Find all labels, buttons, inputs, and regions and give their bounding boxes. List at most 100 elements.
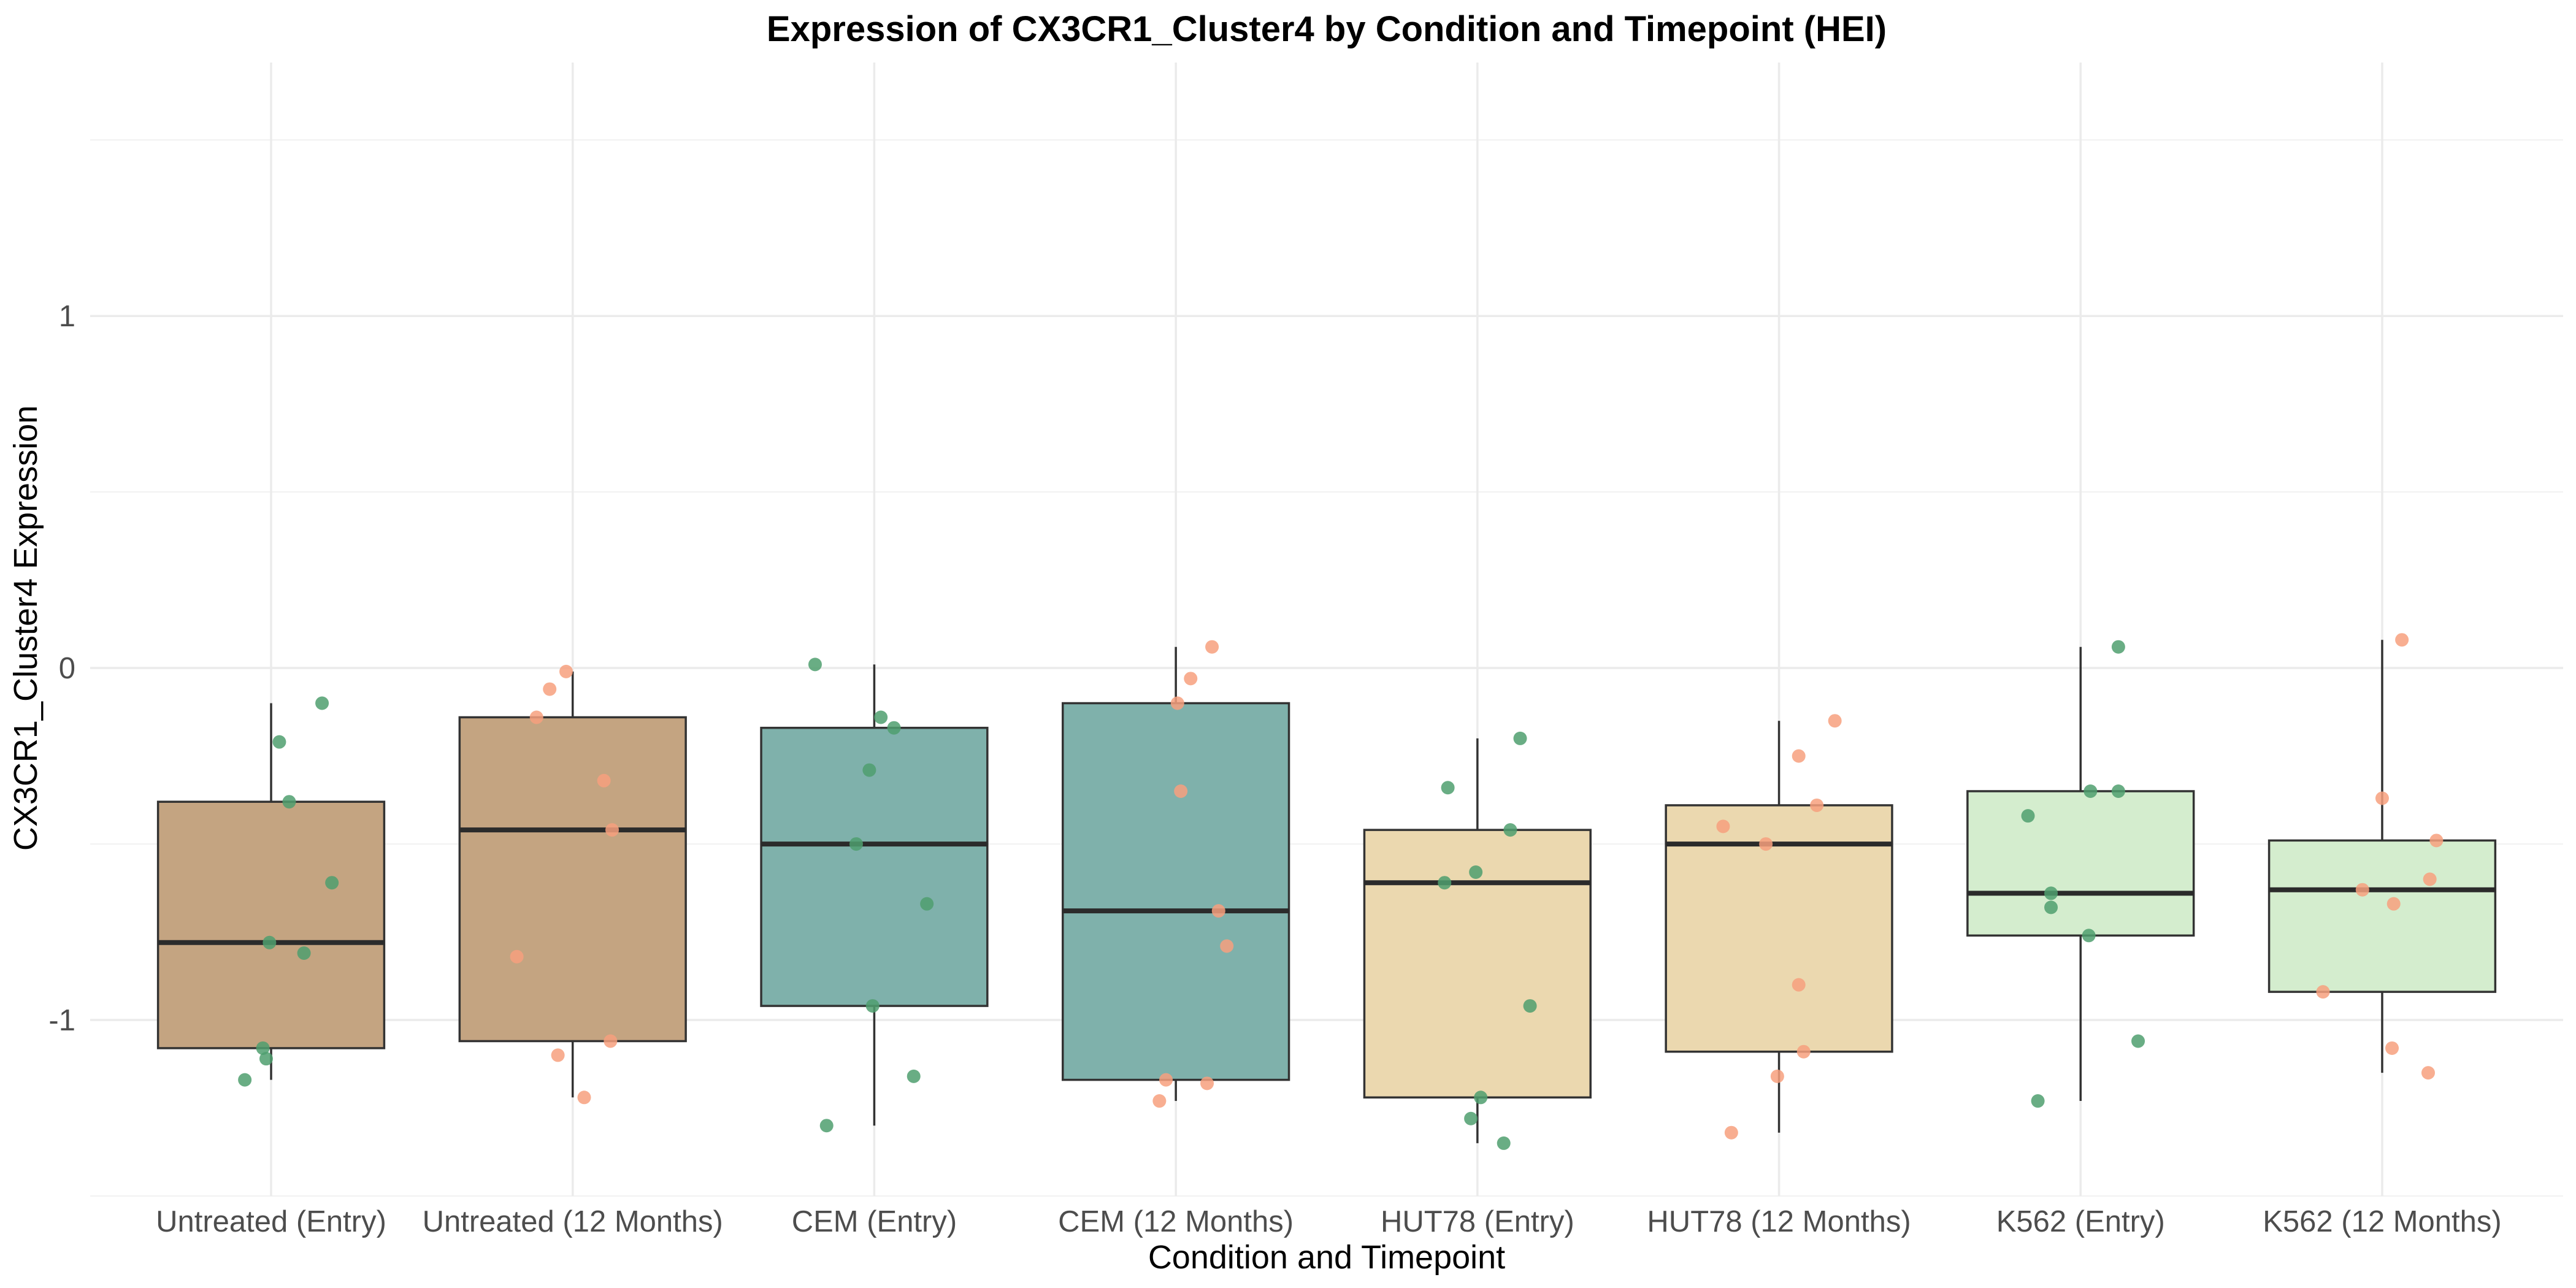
data-point xyxy=(256,1041,270,1055)
data-point xyxy=(1796,1045,1811,1059)
data-point xyxy=(1441,781,1455,795)
data-point xyxy=(1716,819,1730,834)
data-point xyxy=(1513,731,1527,745)
data-point xyxy=(920,897,934,911)
data-point xyxy=(1497,1136,1511,1150)
data-point xyxy=(2044,900,2058,914)
data-point xyxy=(551,1048,565,1062)
data-point xyxy=(2385,1041,2399,1055)
data-point xyxy=(297,946,311,960)
y-axis-title: CX3CR1_Cluster4 Expression xyxy=(7,405,44,851)
x-tick-label: Untreated (Entry) xyxy=(156,1205,386,1238)
data-point xyxy=(808,657,822,672)
points-layer xyxy=(238,633,2444,1150)
box-2 xyxy=(458,671,687,1098)
box-4 xyxy=(1062,646,1290,1102)
data-point xyxy=(1159,1073,1173,1087)
data-point xyxy=(2044,886,2058,900)
y-axis-tick-labels: -1 0 1 xyxy=(48,300,75,1037)
data-point xyxy=(849,837,863,851)
data-point xyxy=(1438,876,1452,890)
data-point xyxy=(2083,784,2098,798)
data-point xyxy=(1503,823,1517,837)
x-tick-label: CEM (12 Months) xyxy=(1058,1205,1294,1238)
x-tick-label: K562 (12 Months) xyxy=(2263,1205,2502,1238)
box-body xyxy=(1062,702,1290,1081)
data-point xyxy=(819,1119,834,1133)
y-tick-label: -1 xyxy=(48,1004,75,1037)
data-point xyxy=(315,696,329,710)
data-point xyxy=(259,1052,273,1066)
data-point xyxy=(907,1069,921,1083)
data-point xyxy=(597,773,611,788)
box-8 xyxy=(2267,640,2497,1073)
data-point xyxy=(2423,872,2437,886)
data-point xyxy=(1523,999,1537,1013)
data-point xyxy=(887,721,901,735)
data-point xyxy=(282,795,296,809)
data-point xyxy=(604,1034,618,1048)
data-point xyxy=(1792,749,1806,763)
data-point xyxy=(2375,791,2389,805)
y-tick-label: 0 xyxy=(59,652,75,685)
data-point xyxy=(529,710,543,724)
chart-title: Expression of CX3CR1_Cluster4 by Conditi… xyxy=(767,9,1887,49)
data-point xyxy=(2021,809,2035,823)
boxes-layer xyxy=(156,640,2497,1143)
x-tick-label: K562 (Entry) xyxy=(1996,1205,2165,1238)
data-point xyxy=(577,1091,591,1105)
data-point xyxy=(559,664,573,678)
data-point xyxy=(1759,837,1773,851)
data-point xyxy=(238,1073,252,1087)
data-point xyxy=(510,949,524,964)
data-point xyxy=(272,735,286,749)
data-point xyxy=(1469,865,1483,879)
data-point xyxy=(2111,784,2125,798)
data-point xyxy=(1184,672,1198,686)
data-point xyxy=(1205,640,1219,654)
data-point xyxy=(1828,714,1842,728)
x-axis-title: Condition and Timepoint xyxy=(1148,1239,1505,1276)
data-point xyxy=(1170,696,1184,710)
box-body xyxy=(156,800,386,1049)
data-point xyxy=(874,710,888,724)
data-point xyxy=(2355,883,2369,897)
data-point xyxy=(605,823,619,837)
data-point xyxy=(263,935,277,949)
data-point xyxy=(2111,640,2125,654)
data-point xyxy=(2421,1066,2436,1080)
box-body xyxy=(458,716,687,1043)
data-point xyxy=(1810,798,1824,812)
data-point xyxy=(2395,633,2409,647)
data-point xyxy=(1200,1076,1214,1091)
x-axis-tick-labels: Untreated (Entry) Untreated (12 Months) CE… xyxy=(156,1205,2502,1238)
box-6 xyxy=(1665,721,1893,1133)
data-point xyxy=(1474,1091,1488,1105)
data-point xyxy=(1174,784,1188,798)
data-point xyxy=(1152,1094,1167,1108)
x-tick-label: CEM (Entry) xyxy=(792,1205,957,1238)
data-point xyxy=(543,682,557,696)
data-point xyxy=(862,763,876,777)
data-point xyxy=(1792,978,1806,992)
data-point xyxy=(865,999,880,1013)
data-point xyxy=(2082,929,2096,943)
box-body xyxy=(2267,839,2497,993)
box-7 xyxy=(1966,646,2195,1102)
data-point xyxy=(2429,834,2444,848)
data-point xyxy=(1464,1111,1478,1125)
data-point xyxy=(1770,1069,1784,1083)
x-tick-label: HUT78 (Entry) xyxy=(1381,1205,1574,1238)
data-point xyxy=(2031,1094,2045,1108)
data-point xyxy=(2316,985,2330,999)
data-point xyxy=(1220,939,1234,953)
box-body xyxy=(1966,790,2195,937)
data-point xyxy=(325,876,339,890)
x-tick-label: Untreated (12 Months) xyxy=(423,1205,723,1238)
x-tick-label: HUT78 (12 Months) xyxy=(1647,1205,1911,1238)
data-point xyxy=(1211,904,1225,918)
data-point xyxy=(1724,1125,1738,1140)
data-point xyxy=(2386,897,2401,911)
